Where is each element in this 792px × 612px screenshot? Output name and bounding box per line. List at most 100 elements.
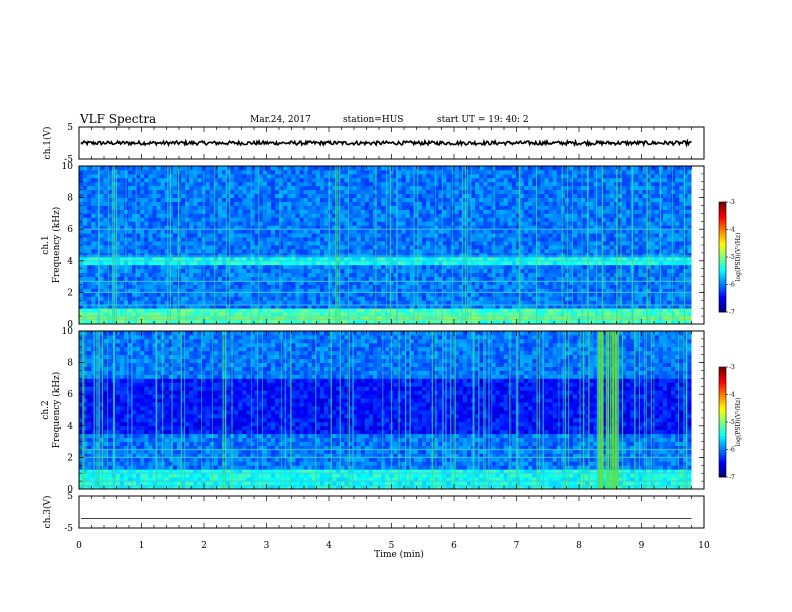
ch1-spectrogram-cell — [458, 225, 464, 230]
ch1-spectrogram-cell — [499, 264, 505, 270]
ch1-spectrogram-cell — [91, 225, 96, 230]
ch1-spectrogram-cell — [520, 256, 525, 262]
ch1-spectrogram-cell — [352, 260, 358, 266]
ch1-spectrogram-cell — [520, 320, 525, 325]
ch1-spectrogram-cell — [471, 296, 476, 301]
ch1-spectrogram-cell — [528, 237, 533, 242]
ch1-spectrogram-cell — [544, 296, 549, 301]
ch1-spectrogram-cell — [377, 256, 382, 262]
ch1-spectrogram-cell — [671, 316, 676, 321]
ch1-spectrogram-cell — [569, 229, 574, 234]
ch1-spectrogram-cell — [258, 225, 264, 230]
ch1-spectrogram-cell — [597, 264, 603, 270]
ch1-spectrogram-cell — [634, 292, 639, 297]
ch1-spectrogram-cell — [675, 256, 680, 262]
ch1-spectrogram-cell — [152, 201, 157, 206]
ch1-spectrogram-cell — [132, 245, 137, 250]
ch1-spectrogram-cell — [581, 272, 586, 277]
ch1-spectrogram-cell — [483, 213, 488, 218]
ch1-spectrogram-cell — [270, 296, 276, 301]
ch1-spectrogram-cell — [642, 288, 647, 293]
ch1-spectrogram-cell — [434, 205, 439, 210]
ch1-spectrogram-cell — [405, 252, 411, 258]
ch1-spectrogram-cell — [528, 241, 533, 246]
ch1-spectrogram-cell — [389, 272, 394, 277]
ch1-spectrogram-cell — [471, 288, 476, 293]
ch1-spectrogram-cell — [511, 209, 517, 214]
ch1-spectrogram-cell — [397, 197, 402, 202]
ch1-spectrogram-cell — [156, 237, 162, 242]
ch1-spectrogram-cell — [172, 201, 178, 206]
ch1-spectrogram-cell — [87, 264, 92, 270]
ch1-spectrogram-cell — [556, 296, 562, 301]
ch1-spectrogram-cell — [99, 280, 104, 285]
ch1-spectrogram-cell — [446, 248, 451, 254]
ch1-spectrogram-cell — [479, 256, 484, 262]
ch1-spectrogram-cell — [242, 312, 247, 317]
ch1-spectrogram-cell — [662, 221, 668, 226]
ch1-spectrogram-cell — [593, 276, 598, 281]
ch1-spectrogram-cell — [311, 237, 317, 242]
ch1-spectrogram-cell — [397, 292, 402, 297]
ch1-spectrogram-cell — [91, 312, 96, 317]
ch1-spectrogram-cell — [618, 237, 623, 242]
ch1-spectrogram-cell — [544, 316, 549, 321]
ch1-spectrogram-cell — [189, 233, 194, 238]
ch1-spectrogram-cell — [107, 193, 113, 198]
ch1-spectrogram-cell — [405, 312, 411, 317]
ch1-spectrogram-cell — [287, 209, 292, 214]
ch1-spectrogram-cell — [193, 252, 198, 258]
ch1-spectrogram-cell — [295, 217, 300, 222]
ch1-spectrogram-cell — [471, 256, 476, 262]
ch1-spectrogram-cell — [548, 229, 554, 234]
ch1-spectrogram-cell — [650, 221, 656, 226]
ch1-spectrogram-cell — [413, 276, 419, 281]
ch1-spectrogram-cell — [573, 201, 578, 206]
ch1-spectrogram-cell — [495, 280, 500, 285]
ch1-spectrogram-cell — [373, 280, 378, 285]
ch1-spectrogram-cell — [209, 233, 215, 238]
ch1-spectrogram-cell — [593, 268, 598, 274]
ch1-spectrogram-cell — [520, 308, 525, 313]
ch1-spectrogram-cell — [356, 312, 362, 317]
ch1-spectrogram-cell — [352, 304, 358, 309]
ch1-spectrogram-cell — [487, 284, 492, 289]
ch1-spectrogram-cell — [283, 248, 288, 254]
ch1-spectrogram-cell — [613, 237, 619, 242]
ch1-spectrogram-cell — [393, 296, 398, 301]
ch1-spectrogram-cell — [634, 268, 639, 274]
ch1-spectrogram-cell — [160, 256, 166, 262]
ch1-spectrogram-cell — [413, 256, 419, 262]
ch1-spectrogram-cell — [83, 252, 88, 258]
ch1-spectrogram-cell — [209, 248, 215, 254]
ch1-spectrogram-cell — [544, 205, 549, 210]
ch1-spectrogram-cell — [450, 205, 456, 210]
ch1-spectrogram-cell — [601, 308, 607, 313]
ch1-spectrogram-cell — [544, 241, 549, 246]
ch1-spectrogram-cell — [185, 304, 190, 309]
ch1-spectrogram-cell — [95, 248, 100, 254]
ch1-spectrogram-cell — [295, 209, 300, 214]
ch1-spectrogram-cell — [266, 300, 272, 305]
ch1-spectrogram-cell — [364, 316, 370, 321]
ch1-spectrogram-cell — [662, 300, 668, 305]
ch1-spectrogram-cell — [246, 237, 251, 242]
ch1-spectrogram-cell — [217, 205, 223, 210]
ch1-spectrogram-cell — [275, 217, 280, 222]
ch1-spectrogram-cell — [593, 296, 598, 301]
ch1-spectrogram-cell — [597, 201, 603, 206]
ch1-spectrogram-cell — [654, 209, 660, 214]
ch1-spectrogram-cell — [503, 237, 509, 242]
ch1-spectrogram-cell — [226, 284, 231, 289]
ch1-spectrogram-cell — [368, 272, 374, 277]
ch1-spectrogram-cell — [324, 221, 329, 226]
ch1-spectrogram-cell — [650, 308, 656, 313]
ch1-spectrogram-cell — [466, 280, 472, 285]
ch1-spectrogram-cell — [475, 233, 480, 238]
ch1-spectrogram-cell — [99, 201, 104, 206]
ch1-spectrogram-cell — [422, 241, 427, 246]
ch1-spectrogram-cell — [107, 217, 113, 222]
ch1-spectrogram-cell — [95, 197, 100, 202]
ch1-spectrogram-cell — [507, 256, 513, 262]
ch1-spectrogram-cell — [397, 256, 402, 262]
